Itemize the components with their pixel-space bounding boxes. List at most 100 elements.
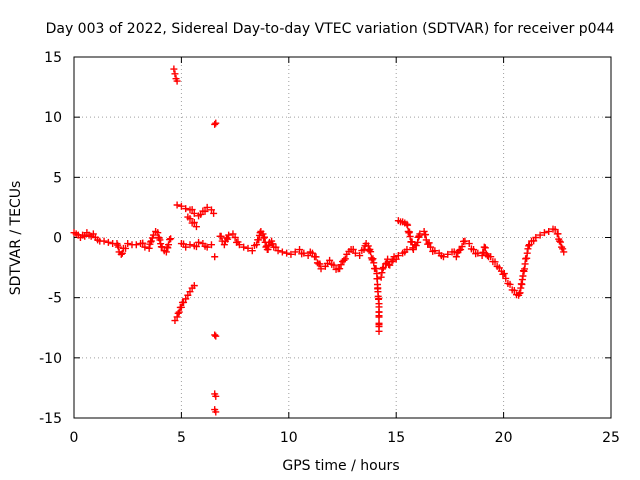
- data-point: [244, 244, 252, 252]
- y-axis-label: SDTVAR / TECUs: [8, 181, 24, 296]
- data-point: [278, 248, 286, 256]
- data-point: [264, 245, 272, 253]
- x-axis-label: GPS time / hours: [282, 458, 399, 474]
- data-point: [207, 206, 215, 214]
- data-point: [368, 256, 376, 264]
- data-point: [372, 265, 380, 273]
- data-point: [192, 223, 200, 231]
- data-point: [487, 253, 495, 261]
- y-tick-label: 10: [44, 110, 62, 126]
- data-point: [409, 246, 417, 254]
- data-point: [422, 231, 430, 239]
- data-point: [259, 230, 267, 238]
- data-point: [439, 253, 447, 261]
- data-point: [326, 256, 334, 264]
- data-point: [173, 201, 181, 209]
- data-point: [147, 238, 155, 246]
- data-point: [186, 215, 194, 223]
- y-tick-label: -15: [39, 411, 62, 427]
- data-point: [231, 234, 239, 241]
- data-point: [255, 236, 263, 244]
- data-point: [365, 247, 373, 255]
- data-point: [367, 248, 375, 256]
- data-point: [545, 227, 553, 235]
- data-point: [201, 207, 209, 215]
- data-point: [207, 241, 215, 249]
- data-point: [190, 282, 198, 290]
- data-point: [470, 246, 478, 254]
- data-point: [379, 265, 387, 273]
- data-point: [308, 249, 316, 257]
- data-point: [186, 288, 194, 296]
- x-tick-label: 10: [280, 430, 298, 446]
- data-point: [114, 243, 122, 251]
- data-point: [211, 120, 219, 128]
- data-point: [89, 230, 97, 238]
- data-point: [300, 249, 308, 257]
- data-point: [190, 209, 198, 217]
- data-point: [420, 227, 428, 235]
- data-point: [117, 250, 125, 258]
- data-point: [186, 241, 194, 249]
- data-point: [212, 332, 220, 340]
- data-point: [170, 65, 178, 73]
- data-point: [404, 221, 412, 229]
- data-point: [554, 230, 562, 238]
- data-point: [356, 252, 364, 260]
- data-point: [414, 233, 422, 241]
- data-point: [414, 238, 422, 246]
- data-point: [225, 231, 233, 239]
- data-point: [173, 77, 181, 85]
- data-point: [455, 246, 463, 254]
- x-tick-label: 25: [602, 430, 620, 446]
- data-point: [336, 265, 344, 273]
- data-point: [560, 248, 568, 256]
- data-point: [203, 203, 211, 211]
- data-point: [296, 246, 304, 254]
- data-point: [379, 264, 387, 272]
- data-point: [182, 205, 190, 213]
- data-point: [260, 234, 268, 242]
- data-point: [483, 252, 491, 260]
- data-point: [229, 230, 237, 238]
- data-point: [458, 243, 466, 251]
- data-point: [431, 247, 439, 255]
- data-point: [182, 295, 190, 303]
- data-point: [557, 238, 565, 246]
- grid-lines: [74, 57, 611, 418]
- data-point: [210, 209, 218, 217]
- data-point: [392, 255, 400, 263]
- x-tick-label: 15: [387, 430, 405, 446]
- data-point: [525, 242, 533, 250]
- data-point: [177, 202, 185, 210]
- data-point: [113, 240, 121, 248]
- data-point: [235, 241, 243, 249]
- data-point: [425, 239, 433, 247]
- data-point: [375, 313, 383, 321]
- data-point: [465, 240, 473, 248]
- data-point: [351, 249, 359, 257]
- data-point: [316, 260, 324, 268]
- data-point: [452, 253, 460, 261]
- data-point: [154, 229, 162, 237]
- chart-title: Day 003 of 2022, Sidereal Day-to-day VTE…: [46, 21, 615, 37]
- y-tick-label: 0: [53, 231, 62, 247]
- data-point: [481, 244, 489, 252]
- data-point: [340, 256, 348, 264]
- data-point: [175, 308, 183, 316]
- data-point: [224, 235, 232, 243]
- data-point: [516, 289, 524, 297]
- data-point: [211, 331, 219, 339]
- data-point: [248, 247, 256, 255]
- data-point: [145, 244, 153, 252]
- data-point: [165, 241, 173, 249]
- data-point: [461, 237, 469, 245]
- data-point: [211, 253, 219, 261]
- data-point: [559, 245, 567, 253]
- data-point: [304, 252, 312, 260]
- data-point: [412, 242, 420, 250]
- data-point: [217, 232, 225, 240]
- data-point: [212, 408, 220, 416]
- axis-ticks: 0 5 10 15 20 25 -15 -10 -5 0 5 10 15: [39, 50, 620, 446]
- data-point: [444, 250, 452, 258]
